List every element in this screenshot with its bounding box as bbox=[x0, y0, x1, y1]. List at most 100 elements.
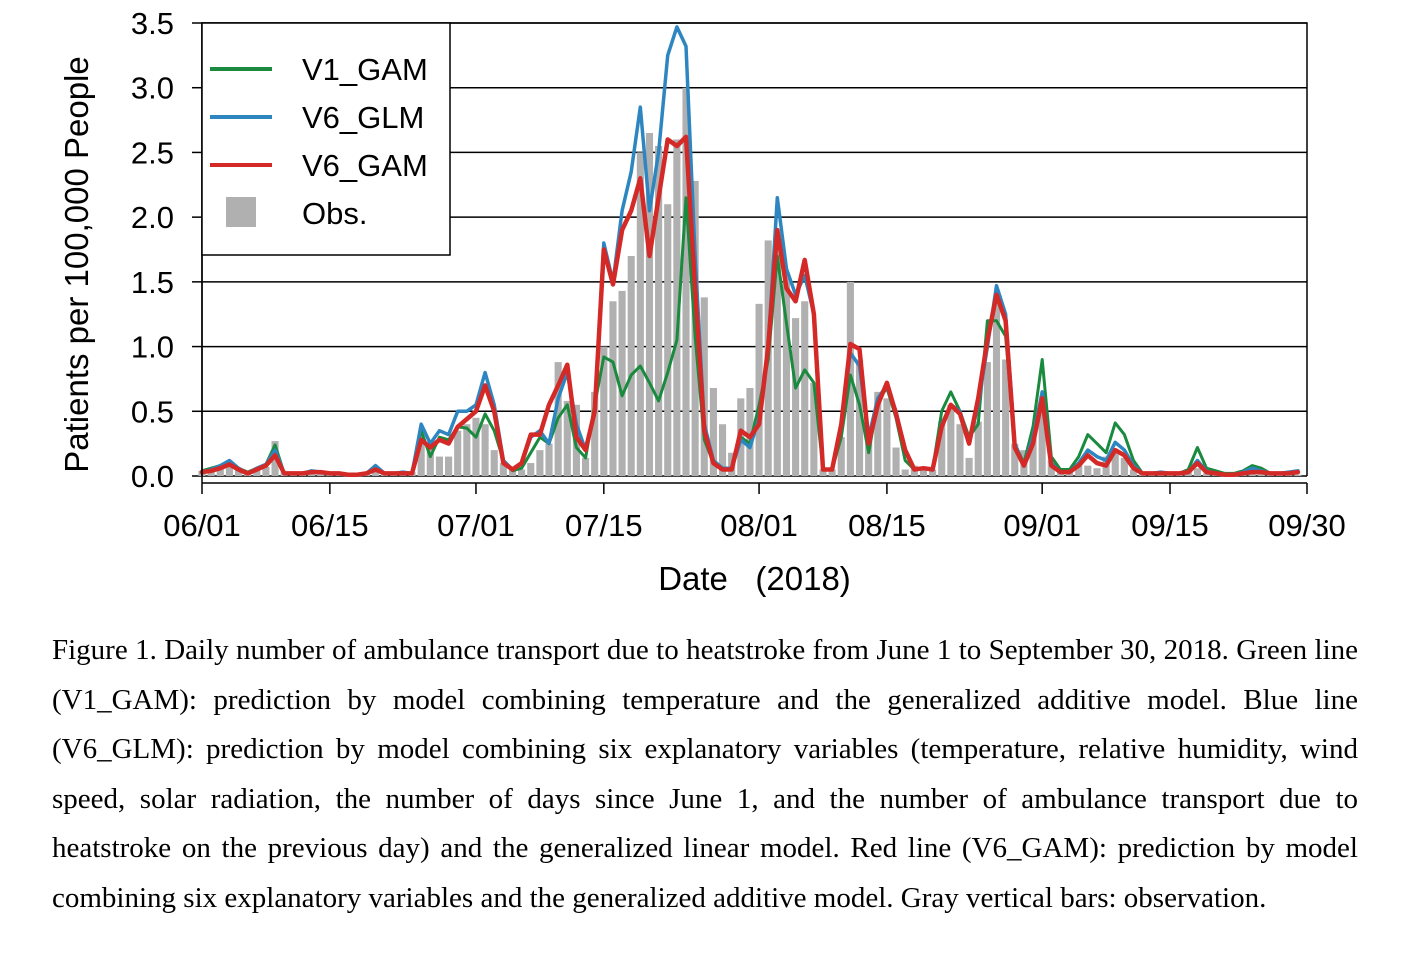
obs-bar bbox=[371, 468, 380, 476]
obs-bar bbox=[518, 469, 526, 476]
x-axis-label: Date (2018) bbox=[658, 560, 851, 597]
y-tick-label: 0.5 bbox=[131, 394, 174, 429]
obs-bar bbox=[225, 465, 233, 476]
obs-bar bbox=[992, 297, 1001, 476]
obs-bar bbox=[490, 450, 498, 476]
obs-bar bbox=[253, 469, 261, 476]
obs-bar bbox=[1129, 469, 1138, 476]
obs-bar bbox=[855, 359, 864, 476]
x-tick-label: 07/01 bbox=[437, 508, 515, 543]
obs-bar bbox=[1257, 473, 1265, 476]
x-tick-label: 09/30 bbox=[1268, 508, 1346, 543]
obs-bar bbox=[773, 240, 781, 476]
y-axis-label: Patients per 100,000 People bbox=[58, 56, 95, 472]
obs-bar bbox=[262, 466, 270, 476]
obs-bar bbox=[1193, 468, 1201, 476]
obs-bar bbox=[1075, 463, 1083, 476]
chart: 0.0 0.5 1.0 1.5 2.0 2.5 3.0 3.5 06/01 06/15 07/01 0… bbox=[58, 6, 1346, 597]
obs-bar bbox=[874, 391, 882, 476]
obs-bar bbox=[536, 450, 544, 476]
obs-bar bbox=[883, 398, 891, 476]
obs-bar bbox=[527, 463, 535, 476]
x-tick-label: 08/01 bbox=[720, 508, 798, 543]
obs-bar bbox=[591, 391, 599, 476]
obs-bar bbox=[673, 139, 681, 476]
obs-bar bbox=[481, 424, 489, 476]
obs-bar bbox=[655, 145, 663, 476]
x-tick-label: 08/15 bbox=[848, 508, 926, 543]
obs-bar bbox=[563, 400, 571, 476]
obs-bar bbox=[947, 404, 955, 476]
obs-bar bbox=[1038, 411, 1046, 476]
obs-bar bbox=[718, 424, 727, 476]
x-tick-label: 06/15 bbox=[291, 508, 369, 543]
obs-bar bbox=[499, 463, 507, 476]
obs-bar bbox=[709, 387, 717, 476]
obs-bar bbox=[618, 290, 626, 476]
obs-bar bbox=[782, 272, 791, 476]
y-tick-label: 2.0 bbox=[131, 200, 174, 235]
obs-bar bbox=[938, 421, 946, 476]
x-tick-label: 09/15 bbox=[1131, 508, 1209, 543]
x-tick-label: 06/01 bbox=[163, 508, 241, 543]
obs-bar bbox=[983, 362, 991, 476]
obs-bar bbox=[435, 456, 443, 476]
obs-bar bbox=[1084, 465, 1092, 476]
obs-bar bbox=[454, 430, 462, 476]
obs-bar bbox=[1011, 443, 1019, 476]
obs-bar bbox=[1294, 474, 1302, 476]
obs-bar bbox=[682, 87, 690, 476]
y-tick-label: 0.0 bbox=[131, 459, 174, 494]
obs-bar bbox=[1120, 457, 1128, 476]
y-tick-label: 1.0 bbox=[131, 330, 174, 365]
obs-bar bbox=[445, 456, 453, 476]
obs-bar bbox=[956, 424, 964, 476]
obs-bar bbox=[1093, 468, 1101, 476]
obs-bar bbox=[234, 469, 243, 476]
obs-bar bbox=[810, 382, 818, 476]
y-tick-label: 2.5 bbox=[131, 135, 174, 170]
obs-bar bbox=[974, 421, 982, 476]
figure-caption: Figure 1. Daily number of ambulance tran… bbox=[52, 634, 1358, 914]
legend-label: V6_GLM bbox=[302, 100, 424, 135]
obs-bar bbox=[755, 303, 763, 476]
y-tick-label: 3.5 bbox=[131, 6, 174, 41]
obs-bar bbox=[600, 346, 608, 476]
obs-bar bbox=[472, 417, 480, 476]
obs-bar bbox=[545, 443, 553, 476]
obs-bar bbox=[819, 469, 827, 476]
x-tick-label: 07/15 bbox=[565, 508, 643, 543]
obs-bar bbox=[636, 152, 644, 476]
obs-bar bbox=[645, 133, 654, 476]
obs-bar bbox=[801, 301, 809, 476]
obs-bar bbox=[746, 387, 754, 476]
obs-bar bbox=[700, 297, 708, 476]
x-tick-label: 09/01 bbox=[1003, 508, 1081, 543]
legend-label: V6_GAM bbox=[302, 148, 428, 183]
obs-bar bbox=[1029, 437, 1037, 476]
obs-bar bbox=[828, 469, 836, 476]
y-tick-label: 1.5 bbox=[131, 265, 174, 300]
obs-bar bbox=[627, 255, 635, 476]
obs-bar bbox=[792, 318, 800, 476]
legend-label: V1_GAM bbox=[302, 52, 428, 87]
obs-bar bbox=[892, 447, 900, 476]
obs-bar bbox=[581, 457, 590, 476]
obs-bar bbox=[901, 469, 909, 476]
legend-swatch bbox=[226, 197, 256, 227]
obs-bar bbox=[929, 469, 937, 476]
obs-bar bbox=[1002, 359, 1010, 476]
obs-bar bbox=[965, 457, 973, 476]
obs-bar bbox=[837, 437, 845, 476]
y-tick-label: 3.0 bbox=[131, 71, 174, 106]
obs-bar bbox=[664, 204, 672, 476]
obs-bar bbox=[417, 437, 425, 476]
series-line-v6-gam bbox=[199, 134, 1301, 477]
obs-bar bbox=[216, 468, 224, 476]
obs-bar bbox=[919, 466, 928, 476]
obs-bar bbox=[508, 469, 517, 476]
obs-bar bbox=[1111, 450, 1119, 476]
legend-label: Obs. bbox=[302, 196, 367, 231]
obs-bar bbox=[426, 443, 434, 476]
obs-bar bbox=[1202, 473, 1211, 476]
